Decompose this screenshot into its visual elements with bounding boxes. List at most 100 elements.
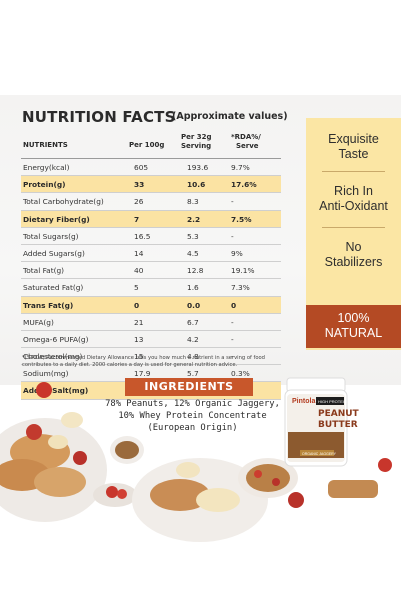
ingredients-line: 10% Whey Protein Concentrate bbox=[118, 411, 267, 421]
ingredients-line: 78% Peanuts, 12% Organic Jaggery, bbox=[105, 399, 280, 409]
berry bbox=[254, 470, 262, 478]
table-row: Cholesterol(mg) 15 4.8 - bbox=[21, 348, 281, 366]
benefit-text: Rich In bbox=[334, 184, 373, 198]
ingredients-line: (European Origin) bbox=[147, 423, 238, 433]
table-row: Dietary Fiber(g) 7 2.2 7.5% bbox=[21, 210, 281, 228]
value-rda: 0.3% bbox=[231, 369, 250, 379]
nutrient-name: Cholesterol(mg) bbox=[23, 352, 83, 362]
nutrient-name: Added Sugars(g) bbox=[23, 248, 85, 258]
nutrient-name: Sodium(mg) bbox=[23, 369, 69, 379]
value-serving: 12.8 bbox=[187, 266, 204, 276]
food-photo: Pintola HIGH PROTEIN PEANUT BUTTER ORGAN… bbox=[0, 377, 392, 542]
jar-tag-bg bbox=[316, 397, 344, 405]
pancake bbox=[34, 467, 86, 497]
divider bbox=[322, 171, 385, 172]
value-per100: 17.9 bbox=[134, 369, 151, 379]
nutrient-name: Omega-6 PUFA(g) bbox=[23, 334, 89, 344]
value-serving: 1.6 bbox=[187, 283, 199, 293]
value-serving: 4.2 bbox=[187, 334, 199, 344]
strawberry bbox=[26, 424, 42, 440]
nutrient-name: Saturated Fat(g) bbox=[23, 283, 84, 293]
value-per100: 40 bbox=[134, 266, 144, 276]
value-per100: 15 bbox=[134, 352, 144, 362]
value-serving: 5.7 bbox=[187, 369, 199, 379]
header-per100: Per 100g bbox=[129, 141, 165, 149]
benefit-text: No bbox=[345, 240, 362, 254]
benefit-text: Exquisite bbox=[328, 132, 379, 146]
table-row: Saturated Fat(g) 5 1.6 7.3% bbox=[21, 279, 281, 297]
benefit-no-stabilizers: No Stabilizers bbox=[306, 240, 401, 270]
banana-slice bbox=[196, 488, 240, 512]
value-rda: 19.1% bbox=[231, 266, 255, 276]
table-header: NUTRIENTS Per 100g Per 32g Serving *RDA%… bbox=[21, 130, 281, 159]
table-row: Added Sugars(g) 14 4.5 9% bbox=[21, 245, 281, 263]
value-per100: 13 bbox=[134, 334, 144, 344]
header-rda-line2: Serve bbox=[236, 142, 259, 150]
table-row: Total Sugars(g) 16.5 5.3 - bbox=[21, 228, 281, 245]
strawberry bbox=[73, 451, 87, 465]
value-rda: - bbox=[231, 317, 234, 327]
nutrient-name: Trans Fat(g) bbox=[23, 300, 74, 310]
value-rda: - bbox=[231, 197, 234, 207]
value-rda: 0 bbox=[231, 300, 237, 310]
value-rda: 17.6% bbox=[231, 180, 257, 190]
nuts bbox=[115, 441, 139, 459]
nutrient-name: Total Fat(g) bbox=[23, 266, 65, 276]
value-serving: 8.3 bbox=[187, 197, 199, 207]
nutrient-name: Total Carbohydrate(g) bbox=[23, 197, 104, 207]
header-serving-line2: Serving bbox=[181, 142, 212, 150]
value-serving: 4.8 bbox=[187, 352, 199, 362]
table-row: Protein(g) 33 10.6 17.6% bbox=[21, 176, 281, 194]
strawberry bbox=[117, 489, 127, 499]
nutrient-name: Total Sugars(g) bbox=[23, 231, 79, 241]
value-per100: 26 bbox=[134, 197, 144, 207]
value-rda: - bbox=[231, 231, 234, 241]
jar-brand: Pintola bbox=[292, 398, 315, 405]
benefit-exquisite-taste: Exquisite Taste bbox=[306, 132, 401, 162]
value-rda: - bbox=[231, 352, 234, 362]
value-rda: - bbox=[231, 334, 234, 344]
benefit-anti-oxidant: Rich In Anti-Oxidant bbox=[306, 184, 401, 214]
banana-slice bbox=[176, 462, 200, 478]
nutrition-facts-subtitle: (Approximate values) bbox=[172, 111, 288, 122]
divider bbox=[322, 227, 385, 228]
header-rda-line1: *RDA%/ bbox=[231, 133, 261, 141]
value-serving: 0.0 bbox=[187, 300, 201, 310]
value-per100: 21 bbox=[134, 317, 144, 327]
jar-name-line2: BUTTER bbox=[318, 420, 358, 430]
benefit-text: 100% bbox=[337, 311, 370, 325]
ingredients-text: 78% Peanuts, 12% Organic Jaggery, 10% Wh… bbox=[100, 398, 285, 434]
granola bbox=[246, 464, 290, 492]
berry bbox=[272, 478, 280, 486]
table-row: Total Carbohydrate(g) 26 8.3 - bbox=[21, 193, 281, 211]
strawberry bbox=[36, 382, 52, 398]
value-rda: 9.7% bbox=[231, 163, 250, 172]
nutrient-name: Dietary Fiber(g) bbox=[23, 214, 90, 224]
value-serving: 6.7 bbox=[187, 317, 199, 327]
jar-tag: HIGH PROTEIN bbox=[318, 399, 347, 404]
value-rda: 9% bbox=[231, 248, 243, 258]
value-per100: 33 bbox=[134, 180, 145, 190]
table-row: Omega-6 PUFA(g) 13 4.2 - bbox=[21, 331, 281, 349]
value-per100: 14 bbox=[134, 248, 144, 258]
value-per100: 5 bbox=[134, 283, 139, 293]
benefit-100-natural: 100% NATURAL bbox=[306, 305, 401, 348]
benefit-text: Taste bbox=[338, 147, 369, 161]
banana-slice bbox=[48, 435, 68, 449]
benefit-text: Stabilizers bbox=[324, 255, 383, 269]
value-serving: 193.6 bbox=[187, 163, 209, 172]
value-per100: 16.5 bbox=[134, 231, 151, 241]
jar-bowl bbox=[328, 480, 378, 498]
rda-footnote: *(%RDA) Recommended Dietary Allowance te… bbox=[22, 355, 265, 368]
table-row: MUFA(g) 21 6.7 - bbox=[21, 314, 281, 331]
peanut-butter-jar: Pintola HIGH PROTEIN PEANUT BUTTER ORGAN… bbox=[284, 377, 360, 467]
value-serving: 10.6 bbox=[187, 180, 206, 190]
value-per100: 0 bbox=[134, 300, 140, 310]
strawberry bbox=[378, 458, 392, 472]
value-rda: 7.5% bbox=[231, 214, 252, 224]
jar-variant: ORGANIC JAGGERY bbox=[302, 452, 337, 456]
nutrition-facts-title: NUTRITION FACTS bbox=[22, 108, 176, 126]
value-serving: 4.5 bbox=[187, 248, 199, 258]
nutrient-name: Protein(g) bbox=[23, 180, 66, 190]
